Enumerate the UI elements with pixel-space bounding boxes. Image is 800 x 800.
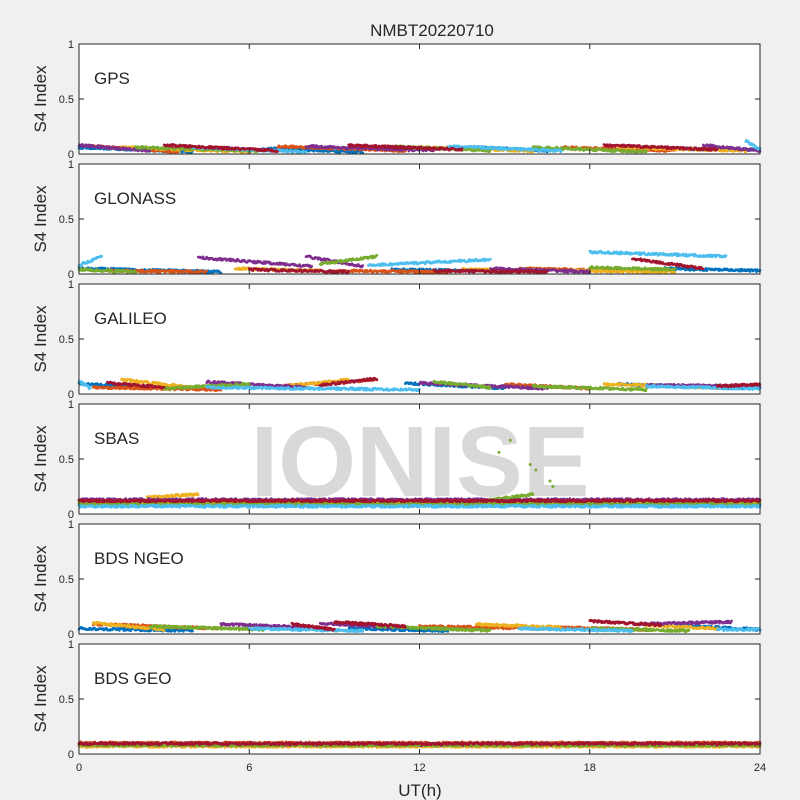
data-point xyxy=(645,150,648,153)
y-tick-label: 0.5 xyxy=(59,94,74,106)
plot-area xyxy=(79,44,760,154)
data-point xyxy=(460,147,464,150)
y-tick-label: 1 xyxy=(68,39,74,51)
data-point xyxy=(139,147,142,150)
data-point xyxy=(560,149,563,153)
data-point xyxy=(361,264,365,267)
data-point xyxy=(276,150,279,153)
data-point xyxy=(310,264,314,268)
data-point xyxy=(716,147,719,151)
data-point xyxy=(304,150,308,153)
figure-title: NMBT20220710 xyxy=(370,21,494,40)
data-point xyxy=(205,269,208,273)
plot-area xyxy=(79,164,760,274)
panel-label: GPS xyxy=(94,69,130,88)
y-axis-label: S4 Index xyxy=(31,65,50,133)
data-point xyxy=(673,271,677,274)
data-point xyxy=(375,254,379,257)
data-points xyxy=(77,139,762,155)
